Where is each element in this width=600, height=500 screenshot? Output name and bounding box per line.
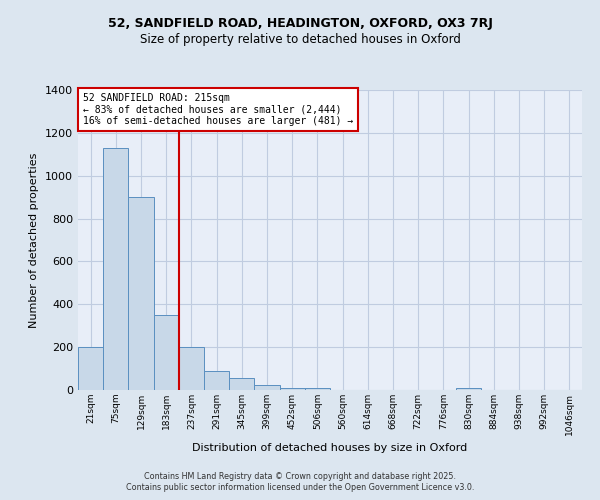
Text: 52 SANDFIELD ROAD: 215sqm
← 83% of detached houses are smaller (2,444)
16% of se: 52 SANDFIELD ROAD: 215sqm ← 83% of detac…	[83, 93, 353, 126]
Bar	[78, 347, 103, 390]
Bar	[154, 315, 179, 390]
Y-axis label: Number of detached properties: Number of detached properties	[29, 152, 40, 328]
Text: Size of property relative to detached houses in Oxford: Size of property relative to detached ho…	[140, 32, 460, 46]
Bar	[254, 386, 280, 390]
Bar	[305, 388, 330, 390]
Text: Contains HM Land Registry data © Crown copyright and database right 2025.: Contains HM Land Registry data © Crown c…	[144, 472, 456, 481]
Bar	[179, 347, 204, 390]
Bar	[456, 388, 481, 390]
Text: 52, SANDFIELD ROAD, HEADINGTON, OXFORD, OX3 7RJ: 52, SANDFIELD ROAD, HEADINGTON, OXFORD, …	[107, 18, 493, 30]
Bar	[128, 197, 154, 390]
Bar	[229, 378, 254, 390]
Bar	[103, 148, 128, 390]
Text: Contains public sector information licensed under the Open Government Licence v3: Contains public sector information licen…	[126, 484, 474, 492]
Bar	[204, 370, 229, 390]
Bar	[280, 388, 305, 390]
X-axis label: Distribution of detached houses by size in Oxford: Distribution of detached houses by size …	[193, 443, 467, 453]
